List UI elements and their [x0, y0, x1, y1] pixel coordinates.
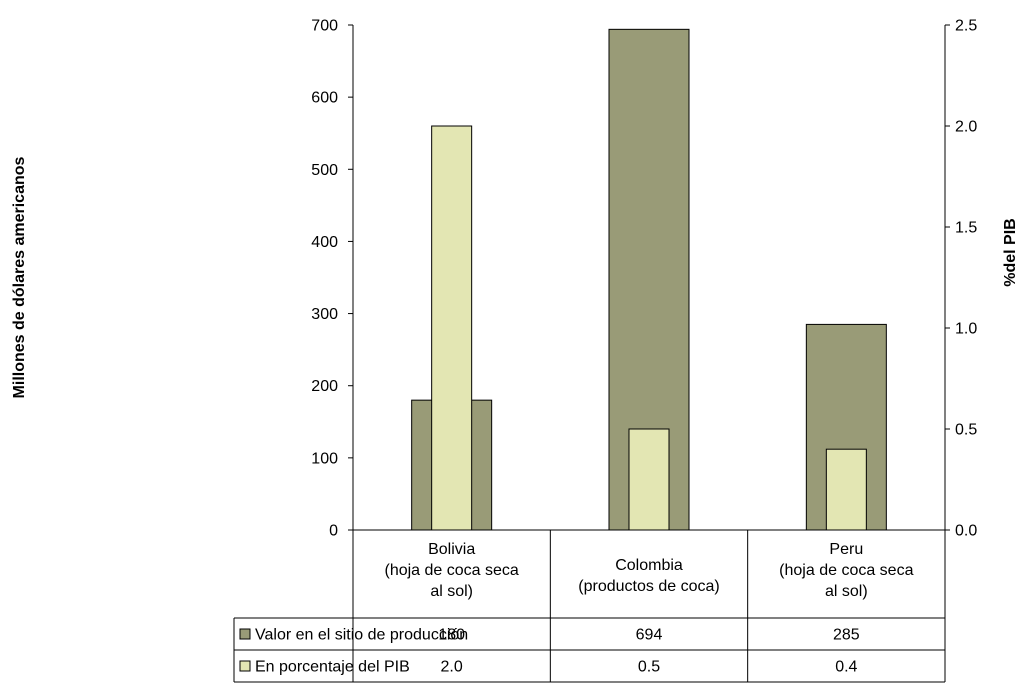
category-label-2: Peru [829, 541, 863, 558]
category-label-0: (hoja de coca seca [385, 562, 519, 579]
category-label-0: al sol) [430, 583, 473, 600]
category-label-1: Colombia [615, 557, 683, 574]
legend-key-1 [239, 660, 251, 672]
y-right-tick-label: 2.5 [955, 18, 977, 35]
y-left-tick-label: 100 [311, 450, 338, 467]
y-right-tick-label: 0.0 [955, 523, 977, 540]
category-label-2: (hoja de coca seca [779, 562, 913, 579]
y-left-tick-label: 0 [329, 523, 338, 540]
y-left-axis-title: Millones de dólares americanos [11, 156, 28, 398]
category-label-2: al sol) [825, 583, 868, 600]
category-label-0: Bolivia [428, 541, 475, 558]
bar-porcentaje-0 [431, 125, 473, 531]
y-left-tick-label: 300 [311, 306, 338, 323]
table-value: 285 [833, 627, 860, 644]
category-label-1: (productos de coca) [578, 578, 719, 595]
bar-porcentaje-1 [628, 428, 670, 531]
bar-porcentaje-2 [825, 448, 867, 531]
data-table: Bolivia (hoja de coca seca al sol) Colombia… [233, 530, 946, 683]
table-value: 2.0 [441, 659, 463, 676]
series-name-0: Valor en el sitio de producción [255, 627, 468, 644]
y-left-tick-label: 600 [311, 90, 338, 107]
y-right-tick-label: 1.0 [955, 321, 977, 338]
table-value: 0.5 [638, 659, 660, 676]
y-right-tick-label: 2.0 [955, 119, 977, 136]
y-left-tick-label: 700 [311, 18, 338, 35]
y-left-tick-label: 500 [311, 162, 338, 179]
legend-key-0 [239, 628, 251, 640]
table-value: 0.4 [835, 659, 857, 676]
table-value: 180 [438, 627, 465, 644]
series-name-1: En porcentaje del PIB [255, 659, 410, 676]
table-value: 694 [636, 627, 663, 644]
y-right-tick-label: 1.5 [955, 220, 977, 237]
y-right-axis-title: %del PIB [1002, 218, 1019, 286]
y-right-tick-label: 0.5 [955, 422, 977, 439]
y-left-tick-label: 200 [311, 378, 338, 395]
y-left-tick-label: 400 [311, 234, 338, 251]
bars-layer [411, 28, 887, 531]
labels-layer: 0 100 200 300 400 500 600 700 0.0 0.5 1.0 1.5 2.0 2.5… [11, 18, 1019, 540]
